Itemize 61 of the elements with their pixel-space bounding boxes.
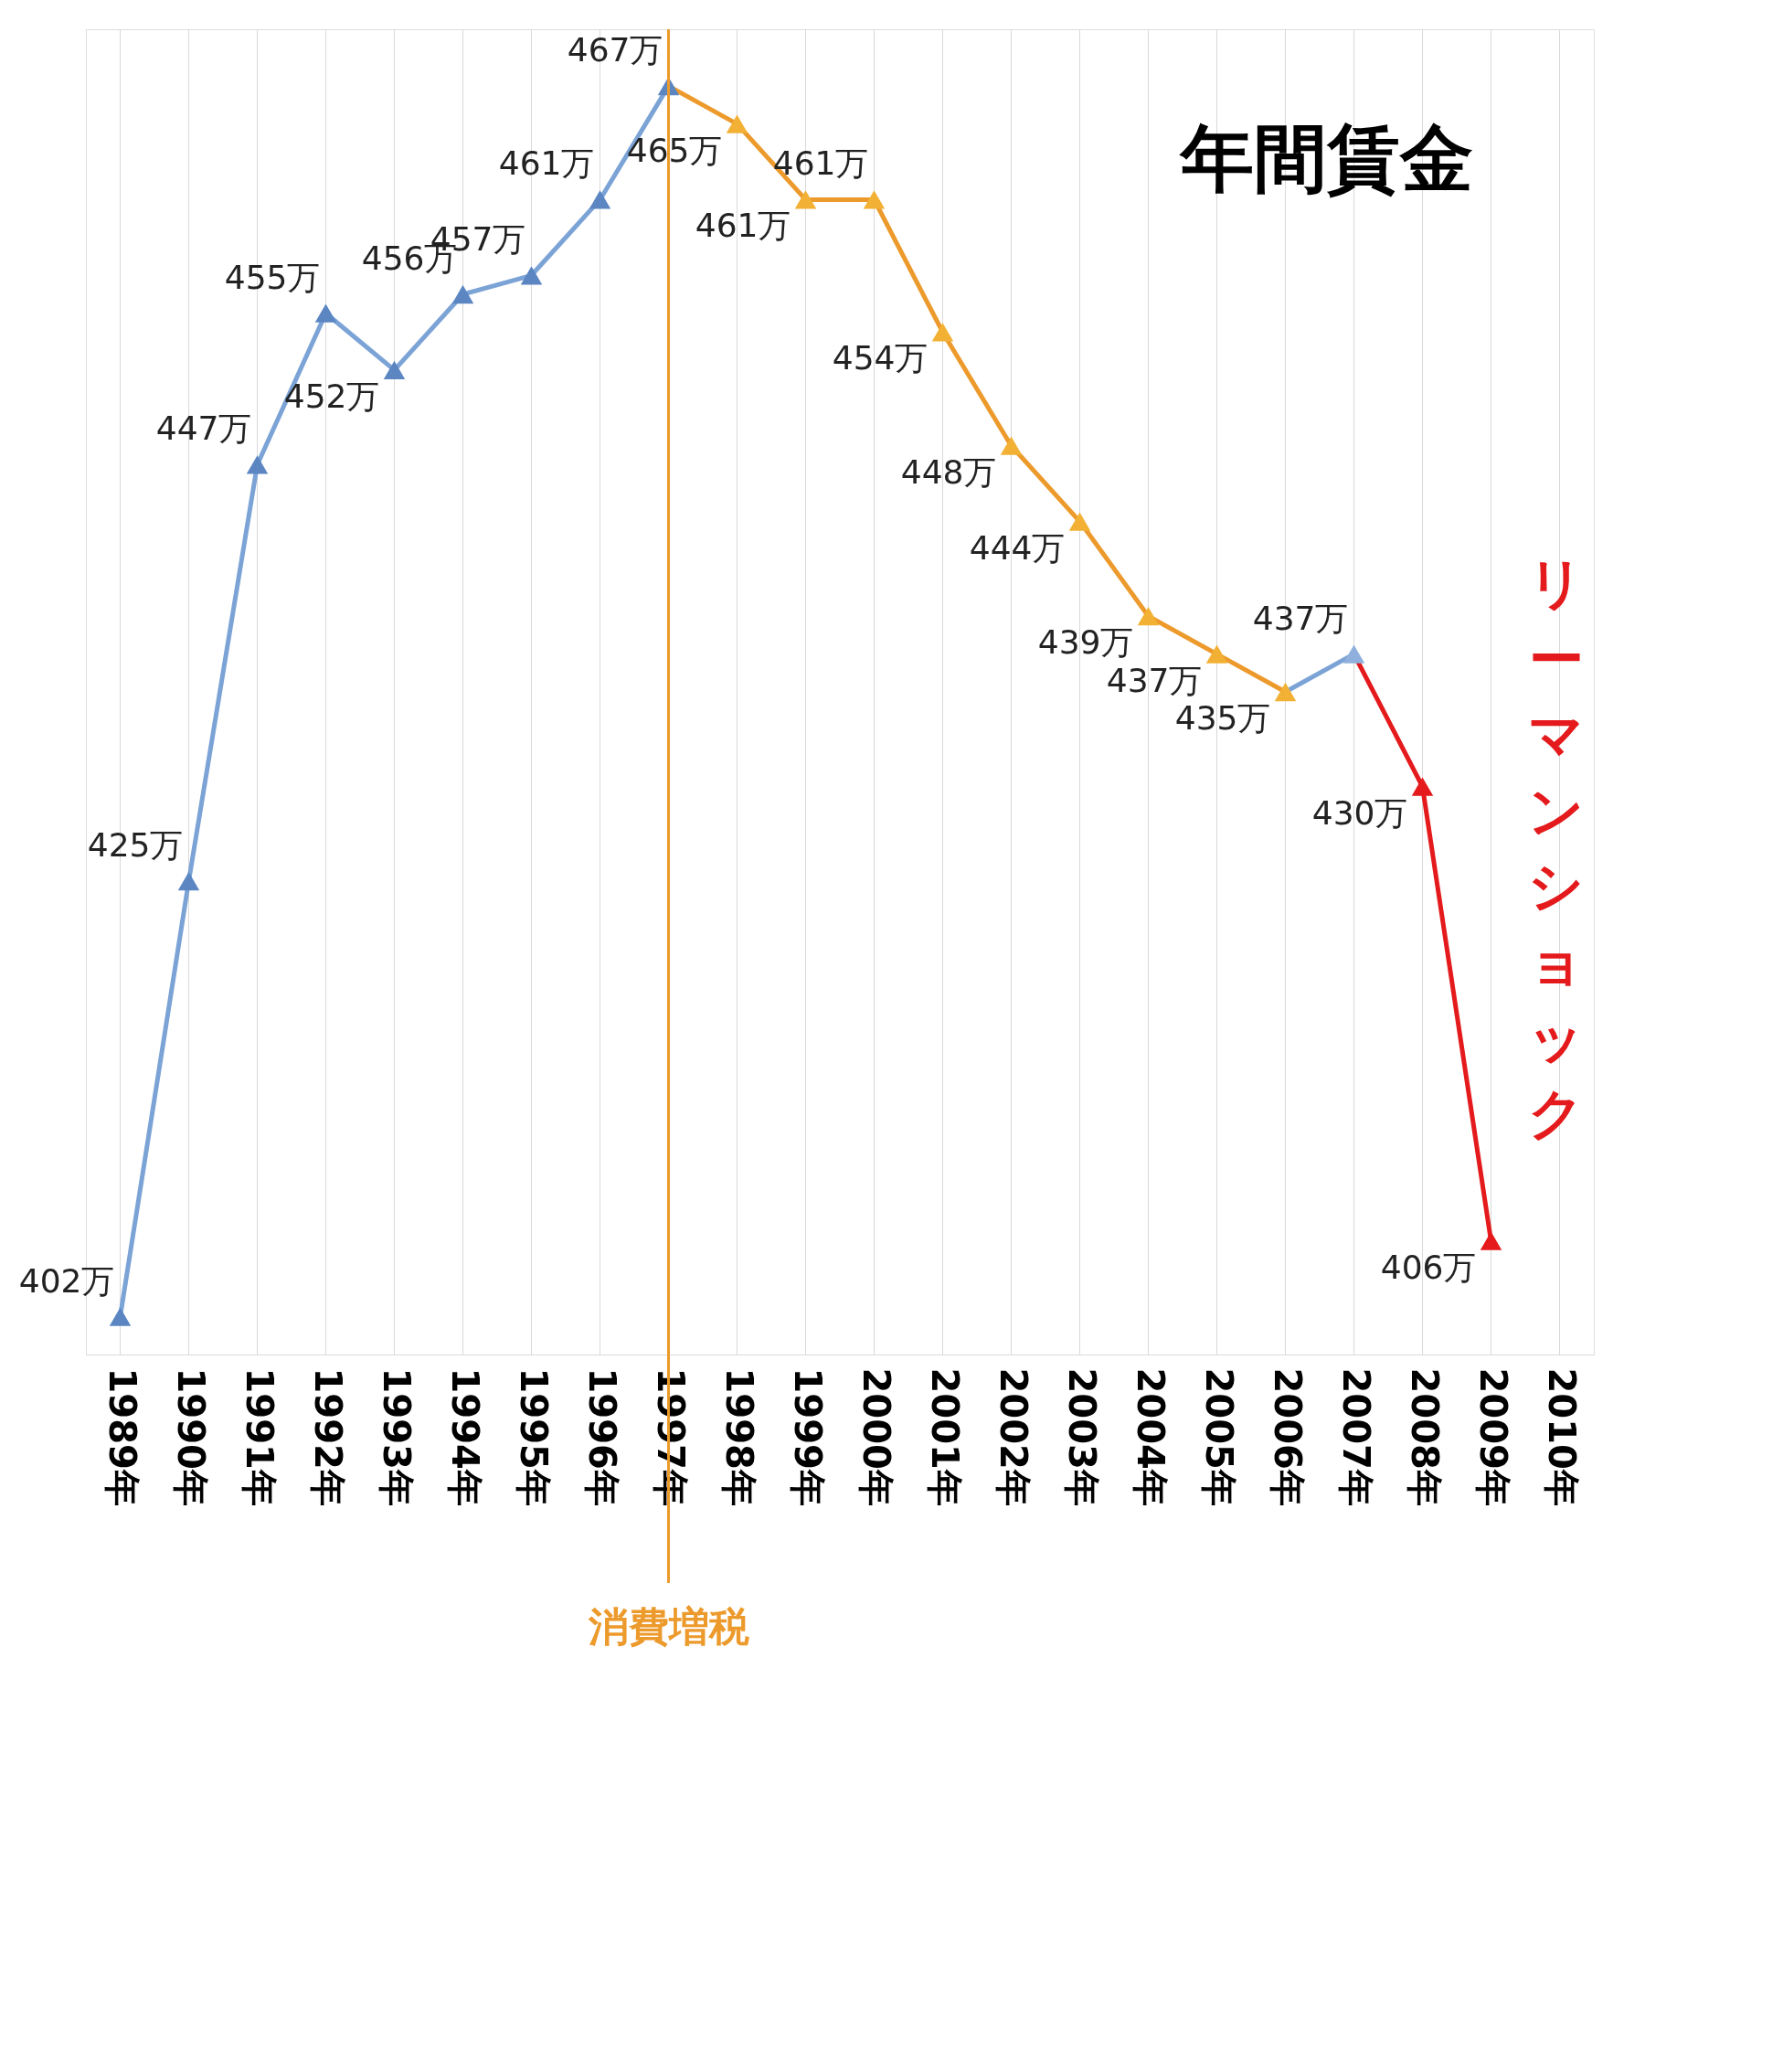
x-tick-label: 1993年	[375, 1367, 418, 1506]
data-label: 461万	[695, 207, 791, 245]
data-label: 439万	[1037, 623, 1134, 662]
x-tick-label: 1995年	[512, 1367, 555, 1506]
x-tick-label: 1989年	[101, 1367, 143, 1506]
point	[314, 303, 337, 323]
x-tick-label: 1996年	[580, 1367, 623, 1506]
point	[1068, 512, 1091, 531]
chart-title: 年間賃金	[1179, 116, 1473, 201]
x-tick-label: 1999年	[786, 1367, 829, 1506]
data-label: 430万	[1311, 793, 1408, 832]
point	[246, 455, 269, 474]
data-label: 455万	[224, 258, 321, 296]
point	[520, 266, 543, 285]
x-tick-label: 1992年	[306, 1367, 349, 1506]
data-label: 454万	[832, 339, 929, 377]
x-tick-label: 2003年	[1060, 1367, 1103, 1506]
point	[1480, 1231, 1502, 1250]
data-label: 444万	[969, 528, 1066, 567]
data-label: 467万	[567, 31, 663, 69]
point	[863, 190, 886, 209]
x-tick-label: 2010年	[1540, 1367, 1583, 1506]
annotation: リーマンショック	[1528, 551, 1585, 1145]
point	[589, 190, 611, 209]
point	[109, 1307, 132, 1326]
point	[383, 360, 406, 380]
data-label: 406万	[1380, 1248, 1477, 1286]
point	[1137, 606, 1160, 626]
data-label: 448万	[900, 452, 997, 491]
x-tick-label: 1990年	[169, 1367, 212, 1506]
point	[794, 190, 817, 209]
data-label: 461万	[772, 144, 869, 183]
x-tick-label: 1991年	[238, 1367, 281, 1506]
x-tick-label: 2002年	[992, 1367, 1035, 1506]
point	[177, 871, 200, 891]
x-tick-label: 2001年	[923, 1367, 966, 1506]
data-label: 437万	[1106, 661, 1203, 699]
point	[931, 323, 954, 342]
point	[1274, 682, 1297, 702]
x-tick-label: 2006年	[1266, 1367, 1309, 1506]
data-label: 447万	[155, 409, 252, 448]
x-tick-label: 2005年	[1197, 1367, 1240, 1506]
x-tick-label: 1998年	[717, 1367, 760, 1506]
point	[1205, 644, 1228, 664]
data-label: 437万	[1252, 599, 1349, 637]
data-label: 402万	[18, 1261, 115, 1300]
x-tick-label: 2004年	[1129, 1367, 1172, 1506]
x-tick-label: 2008年	[1403, 1367, 1446, 1506]
point	[451, 284, 474, 304]
data-label: 461万	[498, 144, 595, 183]
point	[1000, 436, 1023, 455]
x-tick-label: 2009年	[1471, 1367, 1514, 1506]
point	[726, 114, 748, 133]
x-tick-label: 2000年	[854, 1367, 897, 1506]
x-tick-label: 1994年	[443, 1367, 486, 1506]
data-label: 435万	[1174, 699, 1271, 737]
ref-line-label: 消費増税	[587, 1603, 749, 1650]
point	[1343, 644, 1365, 664]
point	[1411, 777, 1434, 796]
x-tick-label: 2007年	[1334, 1367, 1377, 1506]
data-label: 425万	[87, 826, 184, 865]
